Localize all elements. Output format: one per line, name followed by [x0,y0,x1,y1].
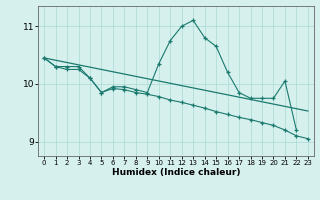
X-axis label: Humidex (Indice chaleur): Humidex (Indice chaleur) [112,168,240,177]
